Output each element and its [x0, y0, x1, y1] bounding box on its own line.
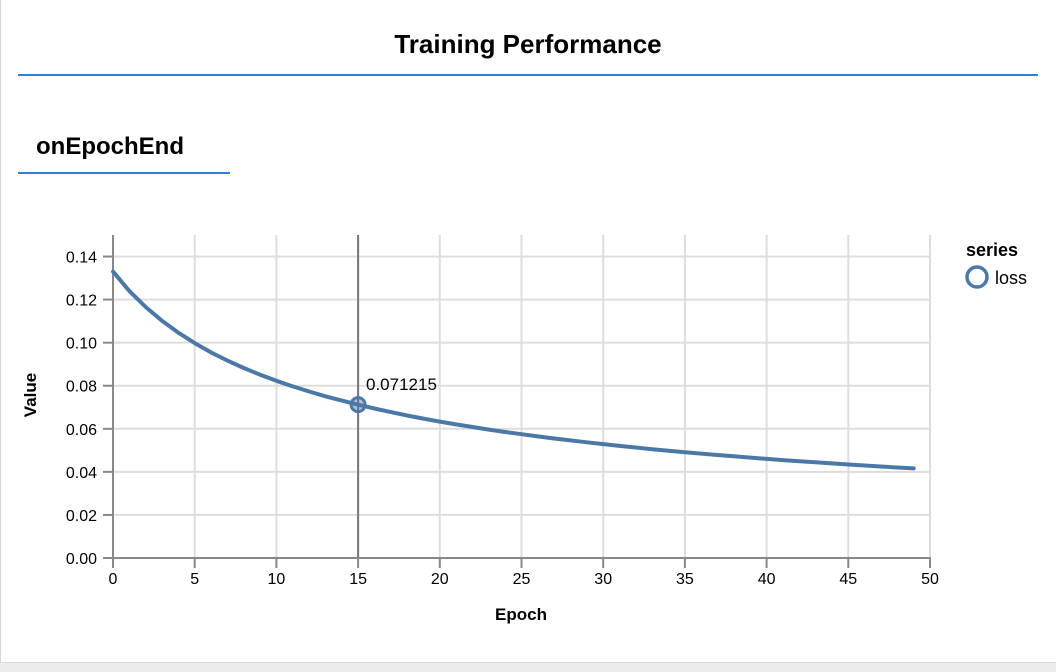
x-tick-label: 15 — [349, 571, 367, 588]
plot-area[interactable] — [113, 235, 930, 558]
section-heading: onEpochEnd — [36, 133, 184, 160]
panel-left-border — [0, 0, 1, 672]
x-tick-label: 5 — [190, 571, 199, 588]
title-divider — [18, 74, 1038, 76]
y-tick-label: 0.04 — [66, 465, 97, 482]
x-tick-label: 50 — [921, 571, 939, 588]
bottom-strip — [0, 662, 1056, 672]
y-axis-title: Value — [21, 373, 40, 417]
hover-value-label: 0.071215 — [366, 375, 437, 394]
y-tick-label: 0.10 — [66, 336, 97, 353]
section-divider — [18, 172, 230, 174]
x-tick-label: 25 — [513, 571, 531, 588]
legend-entry-loss: loss — [995, 268, 1027, 288]
y-tick-label: 0.08 — [66, 379, 97, 396]
x-tick-label: 30 — [594, 571, 612, 588]
x-tick-label: 45 — [839, 571, 857, 588]
x-tick-label: 40 — [758, 571, 776, 588]
y-tick-label: 0.12 — [66, 293, 97, 310]
report-title: Training Performance — [394, 29, 662, 59]
loss-series-line — [111, 269, 916, 471]
legend-loss-marker-icon — [965, 265, 989, 289]
y-tick-label: 0.00 — [66, 551, 97, 568]
legend: series loss — [965, 240, 1027, 289]
x-axis-title: Epoch — [495, 605, 547, 624]
legend-title: series — [966, 240, 1018, 260]
y-tick-label: 0.14 — [66, 250, 97, 267]
x-tick-label: 35 — [676, 571, 694, 588]
x-tick-label: 10 — [268, 571, 286, 588]
y-tick-label: 0.02 — [66, 508, 97, 525]
x-tick-label: 0 — [109, 571, 118, 588]
loss-curve — [111, 269, 916, 471]
x-tick-label: 20 — [431, 571, 449, 588]
y-tick-label: 0.06 — [66, 422, 97, 439]
axes: 0 5 10 15 20 25 30 35 40 45 50 0.00 0.02 0.04 0.06 0.08… — [66, 235, 939, 588]
hover-point-marker — [349, 396, 367, 414]
gridlines — [113, 235, 931, 558]
loss-line-chart[interactable]: 0 5 10 15 20 25 30 35 40 45 50 0.00 0.02 0.04 0.06 0.08… — [0, 220, 1056, 660]
